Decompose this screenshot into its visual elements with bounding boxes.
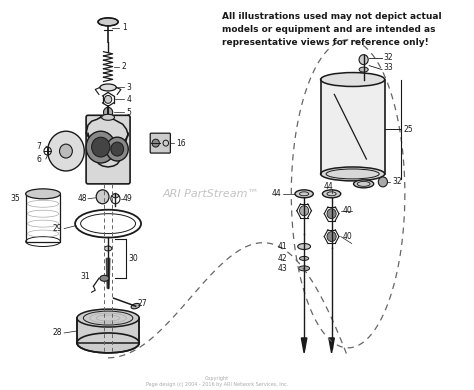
Bar	[320, 80, 385, 174]
Circle shape	[103, 107, 113, 117]
Ellipse shape	[299, 266, 310, 271]
Text: 29: 29	[53, 224, 62, 233]
Text: 16: 16	[176, 138, 185, 148]
Polygon shape	[329, 338, 334, 353]
Ellipse shape	[320, 73, 385, 87]
Text: 48: 48	[77, 194, 87, 203]
Text: 32: 32	[392, 177, 401, 186]
Ellipse shape	[295, 190, 313, 198]
Bar	[77, 318, 139, 343]
Circle shape	[91, 137, 110, 157]
Circle shape	[378, 177, 387, 187]
Ellipse shape	[300, 257, 309, 261]
Ellipse shape	[320, 167, 385, 181]
Text: 40: 40	[343, 232, 352, 241]
Circle shape	[104, 96, 112, 103]
Text: 32: 32	[384, 53, 393, 62]
Text: 7: 7	[36, 142, 42, 151]
Ellipse shape	[98, 18, 118, 26]
Ellipse shape	[322, 190, 341, 198]
Ellipse shape	[104, 246, 112, 251]
Text: 35: 35	[10, 194, 20, 203]
Text: ARI PartStream™: ARI PartStream™	[163, 189, 259, 199]
Ellipse shape	[102, 114, 115, 120]
Ellipse shape	[100, 84, 116, 91]
Text: 43: 43	[278, 264, 288, 273]
Ellipse shape	[298, 243, 310, 250]
Circle shape	[152, 139, 159, 147]
FancyBboxPatch shape	[150, 133, 170, 153]
Circle shape	[111, 142, 124, 156]
Circle shape	[327, 232, 336, 241]
Text: 2: 2	[122, 62, 127, 71]
Ellipse shape	[26, 189, 61, 199]
Polygon shape	[106, 259, 110, 288]
Text: 40: 40	[343, 206, 352, 215]
Text: Copyright
Page design (c) 2004 - 2016 by ARI Network Services, Inc.: Copyright Page design (c) 2004 - 2016 by…	[146, 376, 288, 387]
Circle shape	[96, 190, 109, 204]
Text: 41: 41	[278, 242, 288, 251]
Text: 49: 49	[123, 194, 133, 203]
Ellipse shape	[131, 303, 140, 309]
Circle shape	[300, 206, 309, 216]
FancyBboxPatch shape	[86, 115, 130, 184]
Ellipse shape	[77, 309, 139, 327]
Circle shape	[86, 131, 115, 163]
Ellipse shape	[100, 275, 109, 281]
Ellipse shape	[354, 180, 374, 188]
Text: 33: 33	[384, 63, 393, 72]
Text: 3: 3	[127, 83, 131, 92]
Polygon shape	[301, 338, 307, 353]
Ellipse shape	[112, 194, 118, 198]
Text: 1: 1	[122, 23, 127, 32]
Text: 42: 42	[278, 254, 288, 263]
Ellipse shape	[359, 67, 368, 72]
Text: 30: 30	[128, 254, 138, 263]
Text: All illustrations used may not depict actual
models or equipment and are intende: All illustrations used may not depict ac…	[222, 12, 441, 47]
Text: 44: 44	[324, 183, 334, 191]
Text: 27: 27	[137, 299, 147, 308]
Bar	[26, 194, 61, 241]
Circle shape	[47, 131, 84, 171]
Text: 5: 5	[127, 108, 131, 117]
Text: 6: 6	[36, 154, 42, 163]
Circle shape	[327, 209, 336, 219]
Polygon shape	[86, 117, 128, 149]
Polygon shape	[88, 133, 128, 179]
Text: 44: 44	[272, 189, 281, 199]
Circle shape	[359, 55, 368, 65]
Text: 4: 4	[127, 95, 131, 104]
Text: 28: 28	[53, 328, 62, 337]
Ellipse shape	[77, 333, 139, 353]
Circle shape	[60, 144, 73, 158]
Circle shape	[106, 137, 128, 161]
Text: 31: 31	[80, 272, 90, 281]
Text: 25: 25	[403, 125, 413, 134]
